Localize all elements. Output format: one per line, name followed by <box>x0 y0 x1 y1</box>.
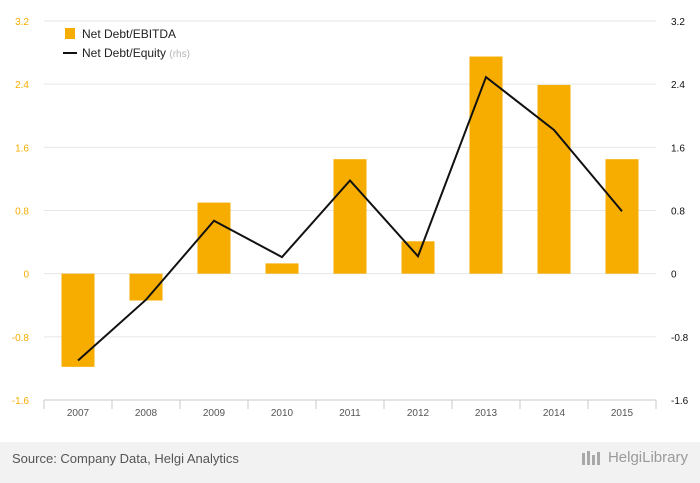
legend-label-line: Net Debt/Equity (rhs) <box>82 46 190 60</box>
x-tick-label: 2009 <box>203 408 226 419</box>
line-series <box>77 75 623 362</box>
y-right-tick-label: 2.4 <box>671 80 685 91</box>
y-right-tick-label: 1.6 <box>671 143 685 154</box>
source-note: Source: Company Data, Helgi Analytics <box>12 451 239 466</box>
x-tick-label: 2007 <box>67 408 90 419</box>
y-left-tick-label: 0.8 <box>15 207 29 218</box>
x-tick-label: 2011 <box>339 408 361 419</box>
chart: 3.2 2.4 1.6 0.8 0 -0.8 -1.6 3.2 2.4 1.6 0.8 0 -0.8 -1… <box>12 17 689 419</box>
legend-label-bar: Net Debt/EBITDA <box>82 27 176 41</box>
legend: Net Debt/EBITDA Net Debt/Equity (rhs) <box>63 27 190 60</box>
y-right-tick-label: -1.6 <box>671 396 689 407</box>
y-right-tick-label: 0 <box>671 270 677 281</box>
y-left-tick-label: 2.4 <box>15 80 29 91</box>
x-tick-label: 2013 <box>475 408 498 419</box>
y-right-tick-label: 0.8 <box>671 207 685 218</box>
y-left-tick-label: -0.8 <box>12 333 30 344</box>
bar <box>537 84 571 274</box>
library-icon <box>581 450 600 465</box>
x-tick-label: 2012 <box>407 408 430 419</box>
bar <box>265 263 299 274</box>
bar-series <box>61 56 639 367</box>
y-left-tick-label: 1.6 <box>15 143 29 154</box>
x-tick-label: 2010 <box>271 408 294 419</box>
y-left-tick-label: 3.2 <box>15 17 29 28</box>
y-right-tick-label: 3.2 <box>671 17 685 28</box>
x-tick-label: 2015 <box>611 408 634 419</box>
axes: 3.2 2.4 1.6 0.8 0 -0.8 -1.6 3.2 2.4 1.6 0.8 0 -0.8 -1… <box>12 17 689 419</box>
bar <box>469 56 503 274</box>
brand-logo[interactable]: HelgiLibrary <box>581 449 688 466</box>
x-tick-label: 2014 <box>543 408 566 419</box>
y-left-tick-label: 0 <box>23 270 29 281</box>
x-tick-label: 2008 <box>135 408 158 419</box>
brand-name: HelgiLibrary <box>607 449 688 466</box>
bar <box>605 159 639 274</box>
y-right-tick-label: -0.8 <box>671 333 689 344</box>
bar <box>333 159 367 274</box>
legend-swatch-bar <box>65 28 75 39</box>
bar <box>197 202 231 274</box>
y-left-tick-label: -1.6 <box>12 396 30 407</box>
bar <box>61 273 95 367</box>
